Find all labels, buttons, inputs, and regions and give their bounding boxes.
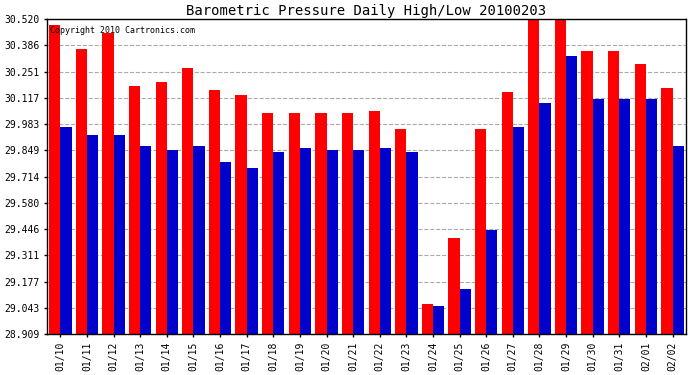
Bar: [475, 129, 486, 334]
Bar: [140, 146, 151, 334]
Bar: [582, 51, 593, 334]
Bar: [235, 96, 246, 334]
Text: Copyright 2010 Cartronics.com: Copyright 2010 Cartronics.com: [50, 26, 195, 34]
Bar: [460, 289, 471, 334]
Bar: [540, 103, 551, 334]
Bar: [167, 150, 178, 334]
Bar: [422, 304, 433, 334]
Bar: [76, 49, 87, 334]
Bar: [262, 113, 273, 334]
Bar: [246, 168, 258, 334]
Bar: [220, 162, 231, 334]
Bar: [49, 25, 60, 334]
Bar: [529, 15, 540, 334]
Bar: [273, 152, 284, 334]
Bar: [60, 127, 72, 334]
Bar: [635, 64, 646, 334]
Bar: [620, 99, 631, 334]
Bar: [406, 152, 417, 334]
Bar: [315, 113, 326, 334]
Bar: [513, 127, 524, 334]
Title: Barometric Pressure Daily High/Low 20100203: Barometric Pressure Daily High/Low 20100…: [186, 4, 546, 18]
Bar: [448, 238, 460, 334]
Bar: [182, 68, 193, 334]
Bar: [555, 15, 566, 334]
Bar: [661, 88, 673, 334]
Bar: [87, 135, 98, 334]
Bar: [673, 146, 684, 334]
Bar: [193, 146, 205, 334]
Bar: [486, 230, 497, 334]
Bar: [156, 82, 167, 334]
Bar: [300, 148, 311, 334]
Bar: [502, 92, 513, 334]
Bar: [102, 33, 114, 334]
Bar: [433, 306, 444, 334]
Bar: [353, 150, 364, 334]
Bar: [342, 113, 353, 334]
Bar: [209, 90, 220, 334]
Bar: [380, 148, 391, 334]
Bar: [326, 150, 337, 334]
Bar: [114, 135, 125, 334]
Bar: [608, 51, 620, 334]
Bar: [368, 111, 380, 334]
Bar: [593, 99, 604, 334]
Bar: [395, 129, 406, 334]
Bar: [288, 113, 300, 334]
Bar: [566, 56, 578, 334]
Bar: [129, 86, 140, 334]
Bar: [646, 99, 657, 334]
